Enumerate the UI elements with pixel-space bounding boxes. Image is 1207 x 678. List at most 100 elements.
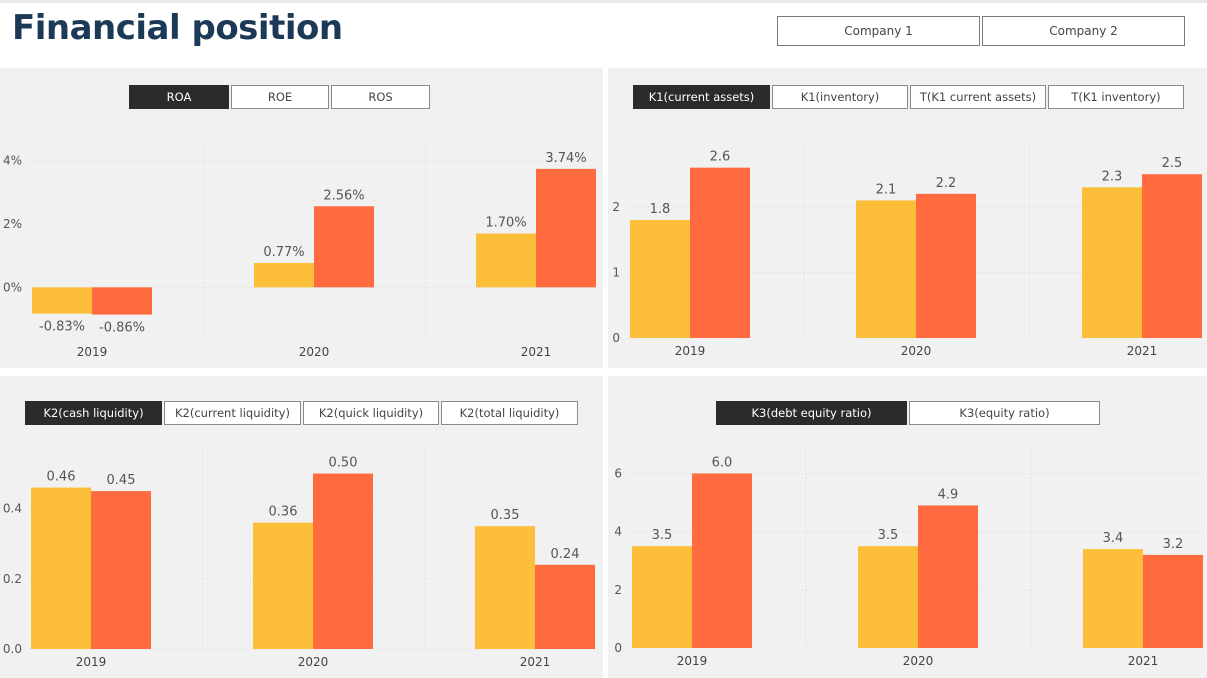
liquidity-panel: K2(cash liquidity) K2(current liquidity)…: [0, 376, 603, 678]
bar-series-2[interactable]: [692, 473, 752, 648]
data-label: 4.9: [938, 487, 959, 502]
debt-chart: 0 2 4 6 3.5 6.0 2019 3.5 4.9 2020 3.4 3.2 2021: [614, 450, 1203, 668]
bar-series-1[interactable]: [858, 546, 918, 648]
bar-series-2[interactable]: [1142, 174, 1202, 338]
bar-series-2[interactable]: [918, 505, 978, 648]
y-tick-label: 0.2: [3, 572, 22, 586]
bar-series-2[interactable]: [690, 167, 750, 338]
data-label: 0.46: [47, 470, 76, 485]
data-label: 3.2: [1163, 537, 1184, 552]
profitability-panel: ROA ROE ROS 0% 2% 4% -0.83% -0.86% 2019 0.77% 2…: [0, 68, 603, 368]
bar-series-1[interactable]: [254, 262, 314, 288]
data-label: 3.4: [1103, 531, 1124, 546]
data-label: 3.74%: [545, 151, 586, 166]
tab-k2-current-liquidity[interactable]: K2(current liquidity): [164, 401, 301, 425]
y-tick-label: 2: [612, 200, 620, 214]
tab-t-k1-inventory[interactable]: T(K1 inventory): [1048, 85, 1184, 109]
data-label: 2.56%: [323, 188, 364, 203]
debt-tabs: K3(debt equity ratio) K3(equity ratio): [716, 401, 1101, 425]
tab-ros[interactable]: ROS: [331, 85, 430, 109]
data-label: 0.24: [551, 547, 580, 562]
bar-series-1[interactable]: [632, 546, 692, 648]
x-category-label: 2021: [1128, 654, 1159, 668]
data-label: 2.3: [1102, 169, 1123, 184]
bar-series-2[interactable]: [1143, 554, 1203, 648]
x-category-label: 2021: [521, 345, 552, 359]
x-category-label: 2020: [901, 344, 932, 358]
x-category-label: 2020: [298, 655, 329, 669]
tab-k3-equity-ratio[interactable]: K3(equity ratio): [909, 401, 1100, 425]
y-tick-label: 4%: [3, 154, 22, 168]
tab-k1-current-assets[interactable]: K1(current assets): [633, 85, 770, 109]
y-tick-label: 0: [612, 331, 620, 345]
tab-roa[interactable]: ROA: [129, 85, 229, 109]
tab-k3-debt-equity-ratio[interactable]: K3(debt equity ratio): [716, 401, 907, 425]
bar-series-1[interactable]: [856, 200, 916, 338]
data-label: 0.50: [329, 456, 358, 471]
data-label: 0.36: [269, 505, 298, 520]
bar-series-2[interactable]: [916, 193, 976, 338]
bar-series-2[interactable]: [92, 287, 152, 315]
data-label: 6.0: [712, 455, 733, 470]
bar-series-1[interactable]: [630, 220, 690, 338]
data-label: 0.77%: [263, 245, 304, 260]
data-label: 1.70%: [485, 216, 526, 231]
data-label: 2.2: [936, 176, 957, 191]
debt-panel: K3(debt equity ratio) K3(equity ratio) 0…: [608, 376, 1207, 678]
data-label: 2.5: [1162, 156, 1183, 171]
tab-roe[interactable]: ROE: [231, 85, 329, 109]
tab-k2-total-liquidity[interactable]: K2(total liquidity): [441, 401, 578, 425]
activity-chart: 0 1 2 1.8 2.6 2019 2.1 2.2 2020 2.3 2.5 2021: [612, 142, 1202, 358]
liquidity-chart: 0.0 0.2 0.4 0.46 0.45 2019 0.36 0.50 2020 0.35 0.2…: [3, 450, 597, 669]
top-border: [0, 0, 1207, 3]
y-tick-label: 0%: [3, 280, 22, 294]
data-label: 2.6: [710, 150, 731, 165]
x-category-label: 2019: [77, 345, 108, 359]
y-tick-label: 0.0: [3, 642, 22, 656]
data-label: 0.35: [491, 508, 520, 523]
y-tick-label: 0.4: [3, 502, 22, 516]
x-category-label: 2019: [677, 654, 708, 668]
bar-series-1[interactable]: [476, 233, 536, 288]
bar-series-2[interactable]: [535, 564, 595, 649]
bar-series-1[interactable]: [32, 287, 92, 314]
x-category-label: 2020: [903, 654, 934, 668]
x-category-label: 2019: [76, 655, 107, 669]
activity-panel: K1(current assets) K1(inventory) T(K1 cu…: [608, 68, 1207, 368]
profitability-tabs: ROA ROE ROS: [129, 85, 431, 109]
bar-series-2[interactable]: [91, 491, 151, 649]
data-label: -0.83%: [39, 320, 85, 335]
bar-series-1[interactable]: [475, 526, 535, 649]
data-label: 3.5: [878, 528, 899, 543]
y-tick-label: 4: [614, 525, 622, 539]
data-label: 3.5: [652, 528, 673, 543]
liquidity-tabs: K2(cash liquidity) K2(current liquidity)…: [25, 401, 579, 425]
y-tick-label: 0: [614, 641, 622, 655]
y-tick-label: 6: [614, 466, 622, 480]
bar-series-1[interactable]: [31, 487, 91, 649]
tab-k2-quick-liquidity[interactable]: K2(quick liquidity): [303, 401, 439, 425]
bar-series-2[interactable]: [536, 168, 596, 288]
page-title: Financial position: [12, 8, 343, 48]
data-label: -0.86%: [99, 321, 145, 336]
data-label: 2.1: [876, 182, 897, 197]
x-category-label: 2019: [675, 344, 706, 358]
x-category-label: 2020: [299, 345, 330, 359]
data-label: 1.8: [650, 202, 671, 217]
x-category-label: 2021: [1127, 344, 1158, 358]
bar-series-1[interactable]: [253, 522, 313, 649]
y-tick-label: 2%: [3, 217, 22, 231]
company-2-button[interactable]: Company 2: [982, 16, 1185, 46]
bar-series-1[interactable]: [1083, 549, 1143, 648]
data-label: 0.45: [107, 473, 136, 488]
bar-series-1[interactable]: [1082, 187, 1142, 338]
bar-series-2[interactable]: [314, 206, 374, 288]
activity-tabs: K1(current assets) K1(inventory) T(K1 cu…: [633, 85, 1185, 109]
tab-k2-cash-liquidity[interactable]: K2(cash liquidity): [25, 401, 162, 425]
tab-k1-inventory[interactable]: K1(inventory): [772, 85, 908, 109]
x-category-label: 2021: [520, 655, 551, 669]
bar-series-2[interactable]: [313, 473, 373, 649]
profitability-chart: 0% 2% 4% -0.83% -0.86% 2019 0.77% 2.56% 2020 1.70…: [3, 142, 597, 359]
company-1-button[interactable]: Company 1: [777, 16, 980, 46]
tab-t-k1-current-assets[interactable]: T(K1 current assets): [910, 85, 1046, 109]
